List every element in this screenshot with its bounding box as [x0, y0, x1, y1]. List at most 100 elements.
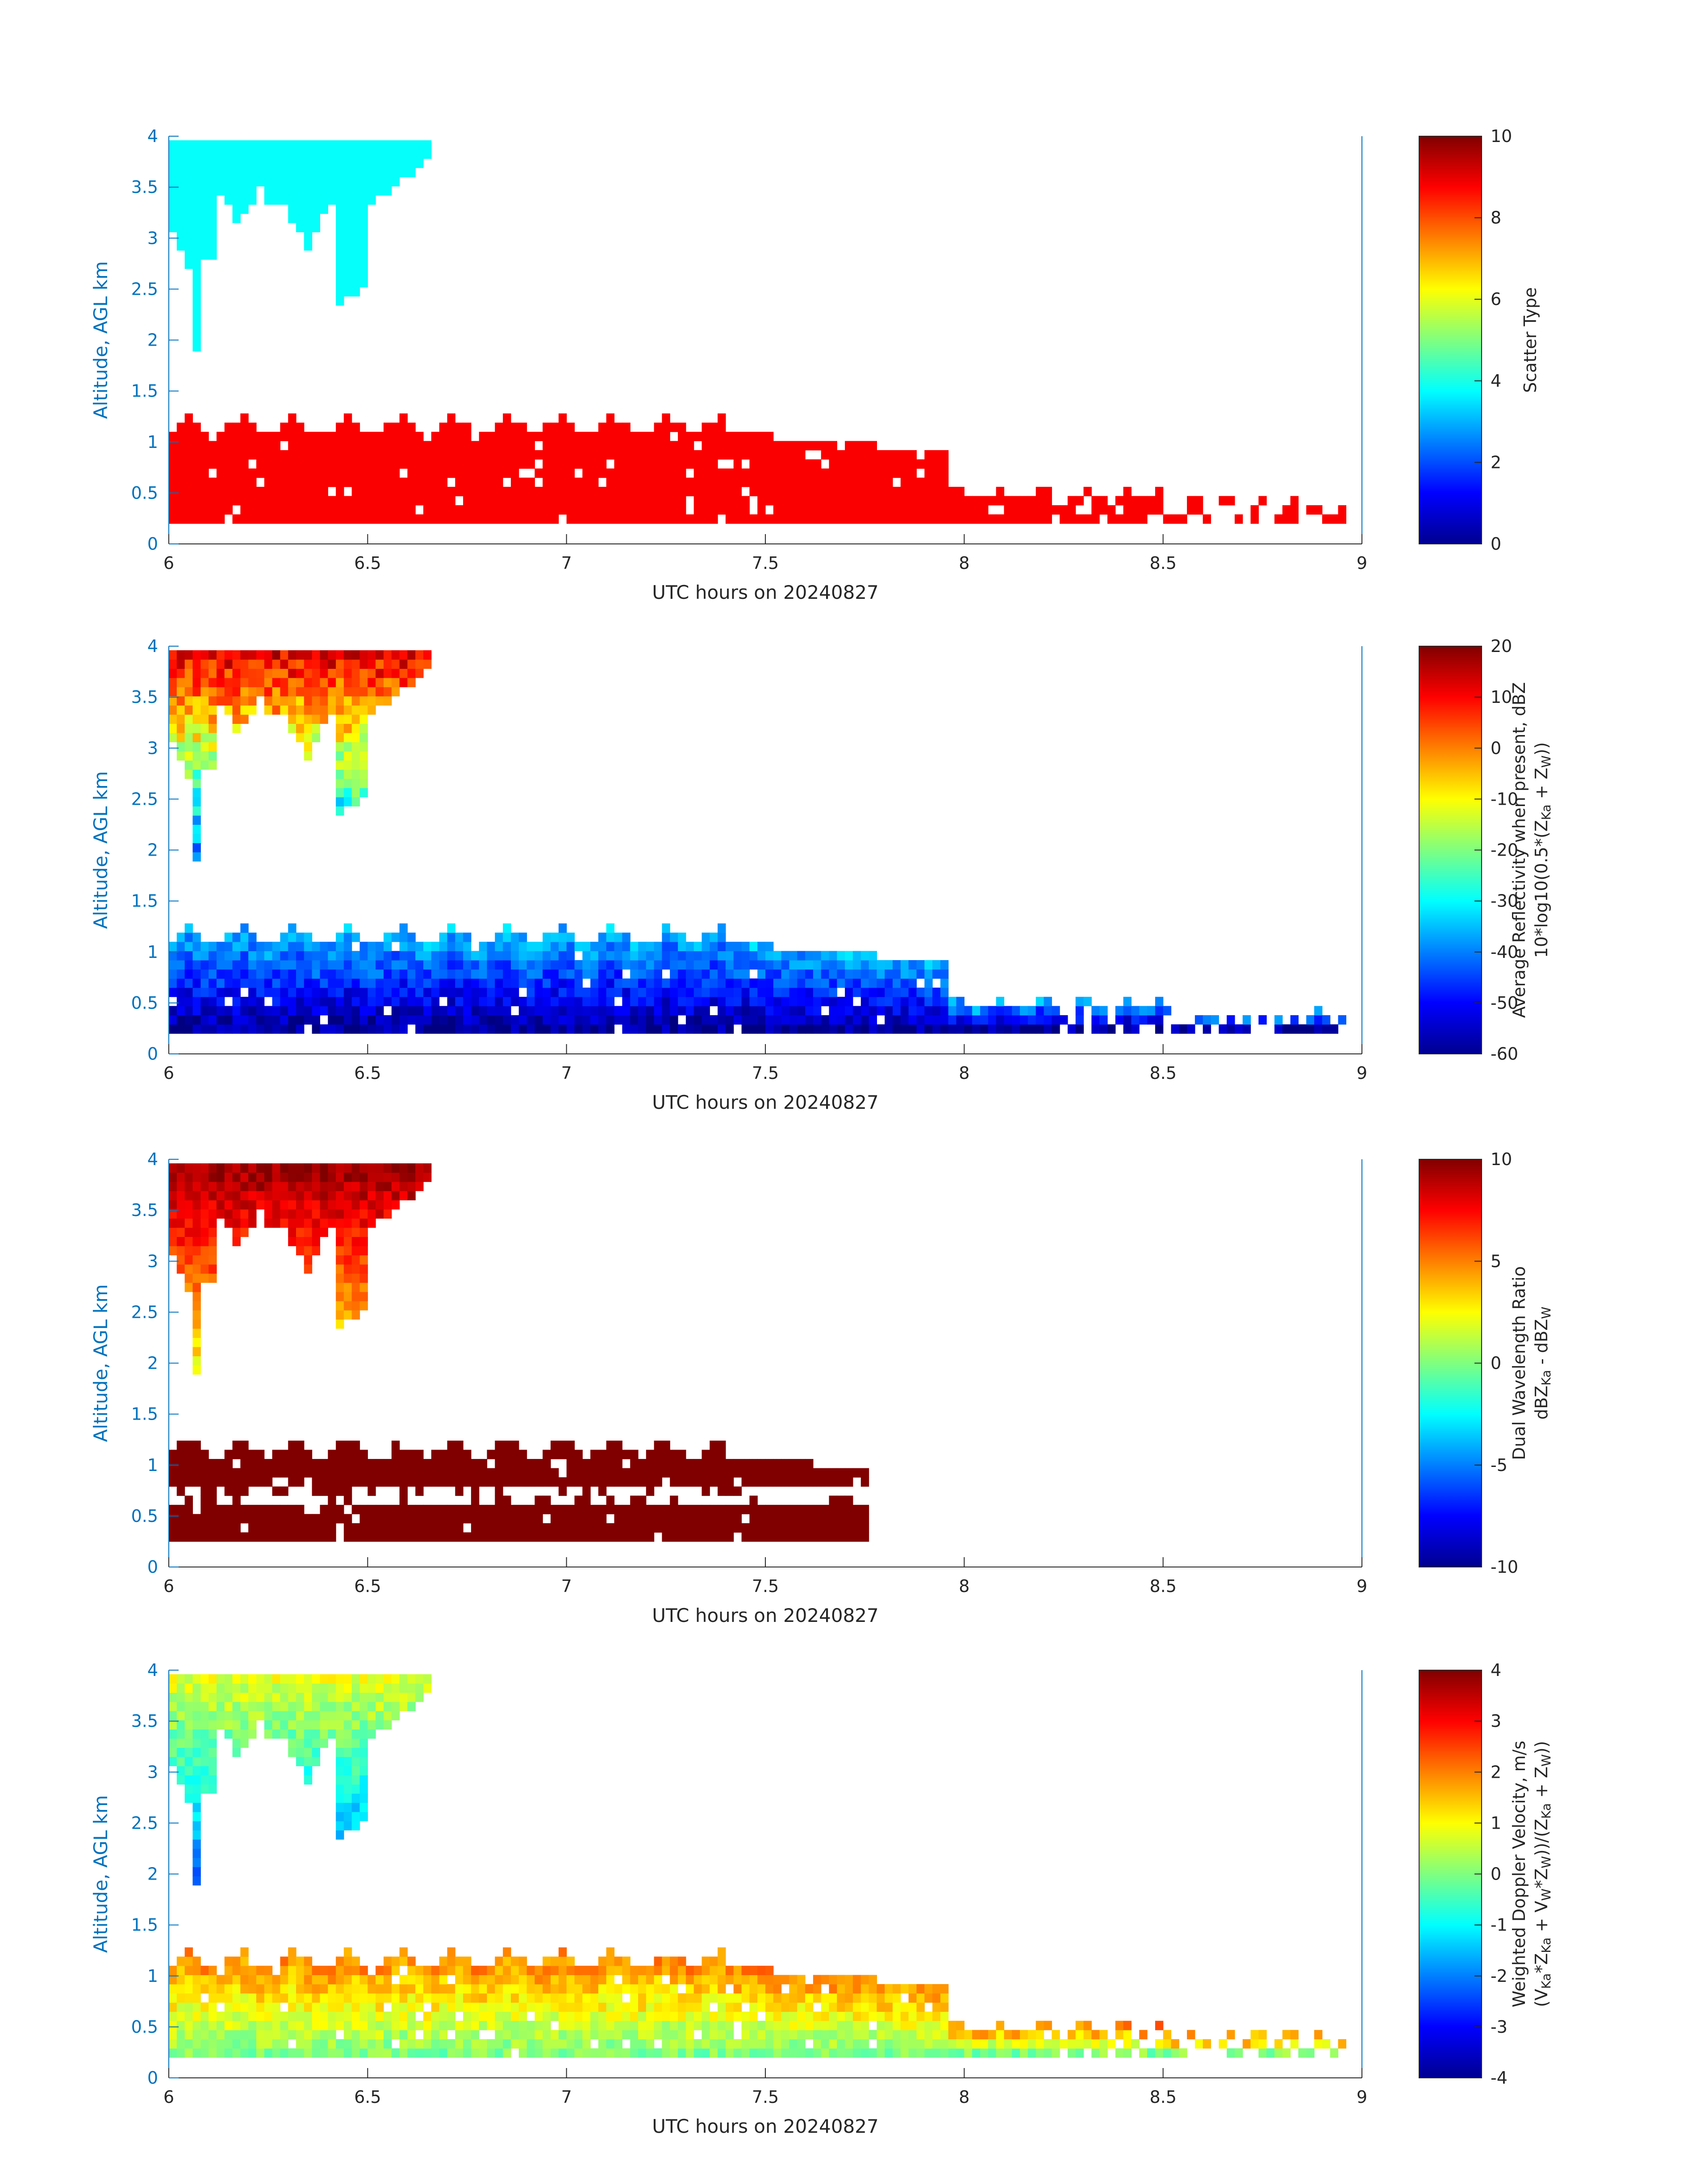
- heatmap-cell: [240, 1947, 249, 1957]
- heatmap-cell: [399, 923, 408, 933]
- heatmap-cell: [685, 1459, 694, 1469]
- heatmap-cell: [224, 1523, 233, 1533]
- heatmap-cell: [312, 441, 320, 451]
- heatmap-cell: [535, 941, 543, 951]
- heatmap-cell: [885, 1015, 893, 1025]
- heatmap-cell: [852, 1504, 861, 1514]
- heatmap-cell: [439, 2011, 448, 2021]
- heatmap-cell: [415, 997, 424, 1007]
- heatmap-cell: [789, 1532, 798, 1542]
- heatmap-cell: [725, 960, 734, 970]
- heatmap-cell: [248, 422, 257, 432]
- heatmap-cell: [304, 1191, 313, 1200]
- heatmap-cell: [630, 1468, 639, 1478]
- heatmap-cell: [320, 1975, 328, 1985]
- heatmap-cell: [367, 1218, 376, 1228]
- heatmap-cell: [288, 167, 296, 177]
- heatmap-cell: [272, 941, 280, 951]
- heatmap-cell: [916, 997, 925, 1007]
- heatmap-cell: [169, 951, 177, 961]
- heatmap-cell: [296, 159, 305, 168]
- heatmap-cell: [670, 2011, 678, 2021]
- heatmap-cell: [351, 1441, 360, 1450]
- heatmap-cell: [670, 505, 678, 515]
- heatmap-cell: [518, 1477, 527, 1487]
- heatmap-cell: [956, 505, 965, 515]
- heatmap-cell: [343, 1310, 352, 1320]
- heatmap-cell: [169, 1227, 177, 1237]
- heatmap-cell: [280, 1024, 288, 1034]
- heatmap-cell: [224, 687, 233, 697]
- heatmap-cell: [845, 514, 853, 524]
- heatmap-cell: [590, 1477, 599, 1487]
- heatmap-cell: [439, 2048, 448, 2058]
- heatmap-cell: [336, 769, 344, 779]
- heatmap-cell: [224, 505, 233, 515]
- heatmap-cell: [829, 487, 837, 497]
- heatmap-cell: [463, 960, 472, 970]
- heatmap-cell: [376, 669, 384, 678]
- heatmap-cell: [376, 1720, 384, 1730]
- heatmap-cell: [558, 441, 567, 451]
- heatmap-cell: [606, 1024, 615, 1034]
- heatmap-cell: [407, 1956, 416, 1966]
- heatmap-cell: [1155, 1006, 1164, 1015]
- heatmap-cell: [526, 1468, 535, 1478]
- heatmap-cell: [765, 969, 774, 979]
- heatmap-cell: [232, 1172, 241, 1182]
- heatmap-cell: [741, 450, 750, 460]
- heatmap-cell: [439, 422, 448, 432]
- heatmap-cell: [797, 505, 806, 515]
- heatmap-cell: [551, 477, 559, 487]
- heatmap-cell: [916, 459, 925, 469]
- heatmap-cell: [662, 1468, 670, 1478]
- heatmap-cell: [288, 714, 296, 724]
- heatmap-cell: [296, 1172, 305, 1182]
- heatmap-cell: [908, 505, 917, 515]
- heatmap-cell: [312, 159, 320, 168]
- heatmap-cell: [304, 2002, 313, 2012]
- heatmap-cell: [272, 1504, 280, 1514]
- heatmap-cell: [646, 487, 655, 497]
- heatmap-cell: [518, 2039, 527, 2049]
- heatmap-cell: [192, 696, 201, 706]
- heatmap-cell: [264, 987, 273, 997]
- heatmap-cell: [503, 969, 511, 979]
- heatmap-cell: [646, 514, 655, 524]
- heatmap-cell: [495, 2002, 503, 2012]
- heatmap-cell: [471, 514, 480, 524]
- heatmap-cell: [209, 960, 217, 970]
- heatmap-cell: [384, 1965, 392, 1975]
- heatmap-cell: [932, 505, 941, 515]
- heatmap-cell: [678, 1514, 686, 1524]
- heatmap-cell: [240, 687, 249, 697]
- heatmap-cell: [336, 969, 344, 979]
- heatmap-cell: [678, 468, 686, 478]
- heatmap-cell: [209, 705, 217, 715]
- heatmap-cell: [614, 514, 622, 524]
- heatmap-cell: [1322, 1024, 1331, 1034]
- heatmap-cell: [845, 969, 853, 979]
- heatmap-cell: [598, 987, 607, 997]
- heatmap-cell: [351, 1227, 360, 1237]
- heatmap-cell: [662, 923, 670, 933]
- heatmap-cell: [192, 951, 201, 961]
- heatmap-cell: [209, 733, 217, 743]
- heatmap-cell: [590, 1504, 599, 1514]
- heatmap-cell: [288, 1720, 296, 1730]
- heatmap-cell: [614, 2048, 622, 2058]
- heatmap-cell: [391, 1163, 400, 1173]
- heatmap-cell: [296, 1468, 305, 1478]
- heatmap-cell: [192, 1301, 201, 1311]
- heatmap-cell: [359, 696, 368, 706]
- heatmap-cell: [351, 496, 360, 506]
- heatmap-cell: [455, 941, 464, 951]
- heatmap-cell: [232, 659, 241, 669]
- heatmap-cell: [702, 1015, 710, 1025]
- heatmap-cell: [885, 450, 893, 460]
- heatmap-cell: [582, 1532, 591, 1542]
- heatmap-cell: [829, 496, 837, 506]
- heatmap-cell: [328, 1711, 336, 1721]
- heatmap-cell: [590, 1984, 599, 1994]
- heatmap-cell: [296, 487, 305, 497]
